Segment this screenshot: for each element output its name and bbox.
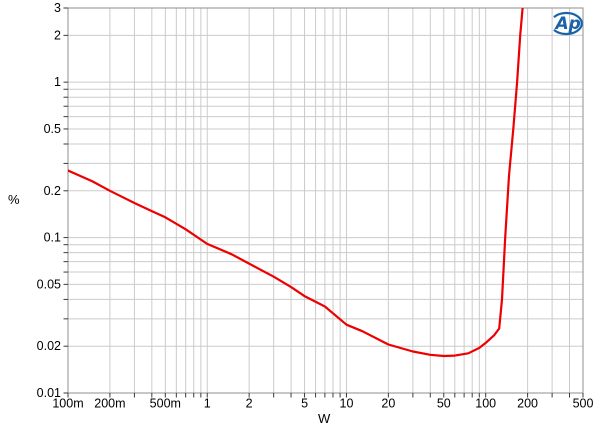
x-tick-label: 5 bbox=[301, 397, 308, 411]
y-tick-label: 3 bbox=[54, 1, 61, 15]
x-tick-label: 10 bbox=[340, 397, 354, 411]
series-thd+n-vs-output-power bbox=[68, 8, 524, 358]
thd-curve bbox=[68, 8, 524, 358]
y-tick-label: 2 bbox=[54, 28, 61, 42]
y-tick-label: 1 bbox=[54, 75, 61, 89]
y-tick-label: 0.05 bbox=[37, 277, 61, 291]
y-tick-label: 0.02 bbox=[37, 339, 61, 353]
x-axis-unit-label: W bbox=[318, 411, 331, 426]
x-tick-label: 2 bbox=[246, 397, 253, 411]
x-tick-label: 100m bbox=[52, 397, 83, 411]
x-tick-label: 50 bbox=[437, 397, 451, 411]
y-tick-label: 0.1 bbox=[44, 231, 61, 245]
plot-frame bbox=[67, 7, 584, 394]
y-axis-unit-label: % bbox=[8, 192, 20, 207]
y-tick-labels: 0.01 0.02 0.05 0.1 0.2 0.5 1 2 3 bbox=[37, 1, 61, 400]
y-tick-label: 0.5 bbox=[44, 122, 61, 136]
x-tick-label: 100 bbox=[475, 397, 496, 411]
x-tick-label: 500 bbox=[573, 397, 594, 411]
x-tick-label: 1 bbox=[204, 397, 211, 411]
x-tick-label: 200 bbox=[517, 397, 538, 411]
axis-ticks bbox=[63, 7, 584, 398]
x-tick-label: 20 bbox=[381, 397, 395, 411]
x-tick-label: 500m bbox=[150, 397, 181, 411]
x-tick-label: 200m bbox=[94, 397, 125, 411]
y-tick-label: 0.01 bbox=[37, 386, 61, 400]
ap-logo-text: Ap bbox=[554, 14, 581, 34]
y-tick-label: 0.2 bbox=[44, 184, 61, 198]
x-tick-labels: 100m 200m 500m 1 2 5 10 20 50 100 200 500 bbox=[52, 397, 593, 411]
ap-logo-swoosh bbox=[553, 11, 583, 36]
grid-lines bbox=[68, 8, 583, 393]
ap-logo: Ap bbox=[553, 11, 583, 36]
